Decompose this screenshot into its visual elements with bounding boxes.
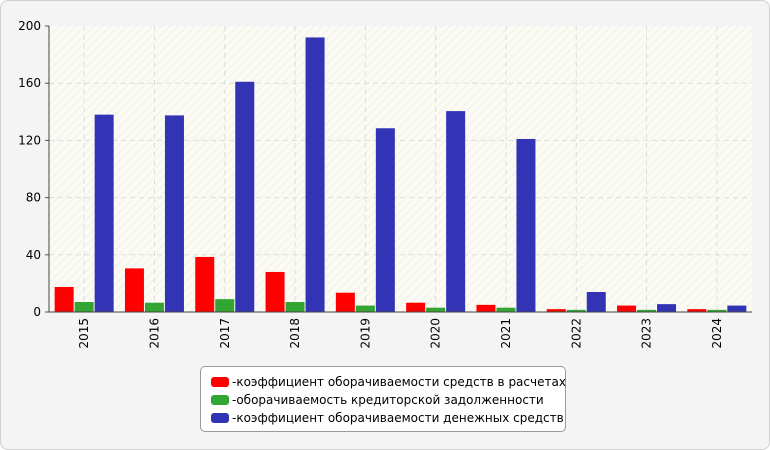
label-layer: 0 40 80 120 160 200 2015 2016 2017 2018 2019 2020 20… bbox=[18, 19, 724, 349]
x-tick-label: 2015 bbox=[77, 318, 91, 349]
bar-2023-series-2 bbox=[637, 309, 657, 312]
bar-2021-series-2 bbox=[496, 307, 516, 312]
legend-prefix: - bbox=[232, 411, 237, 425]
y-tick-label: 200 bbox=[18, 19, 41, 33]
y-tick-label: 80 bbox=[26, 191, 41, 205]
legend-swatch-receivables bbox=[211, 377, 229, 387]
bar-2023-series-1 bbox=[617, 305, 637, 312]
bar-2022-series-1 bbox=[546, 309, 566, 312]
x-tick-label: 2019 bbox=[358, 318, 372, 349]
bar-2017-series-2 bbox=[215, 299, 235, 312]
legend-item-payables: - оборачиваемость кредиторской задолженн… bbox=[211, 391, 555, 409]
bar-2019-series-1 bbox=[335, 292, 355, 312]
y-tick-label: 160 bbox=[18, 76, 41, 90]
bar-2021-series-3 bbox=[516, 138, 536, 312]
bar-layer bbox=[54, 37, 747, 313]
y-tick-label: 40 bbox=[26, 248, 41, 262]
bar-2020-series-2 bbox=[426, 307, 446, 312]
bar-2019-series-2 bbox=[355, 305, 375, 312]
bar-2015-series-3 bbox=[94, 114, 114, 312]
grid-layer bbox=[49, 26, 752, 312]
x-tick-label: 2018 bbox=[288, 318, 302, 349]
bar-2024-series-2 bbox=[707, 309, 727, 312]
y-tick-label: 0 bbox=[33, 305, 41, 319]
x-tick-label: 2016 bbox=[147, 318, 161, 349]
bar-2020-series-1 bbox=[406, 302, 426, 312]
bar-2017-series-3 bbox=[235, 81, 255, 313]
bar-2018-series-1 bbox=[265, 271, 285, 312]
legend-prefix: - bbox=[232, 393, 237, 407]
legend-swatch-payables bbox=[211, 395, 229, 405]
x-tick-label: 2022 bbox=[569, 318, 583, 349]
bar-2021-series-1 bbox=[476, 304, 496, 312]
legend-prefix: - bbox=[232, 375, 237, 389]
x-tick-label: 2020 bbox=[429, 318, 443, 349]
bar-2024-series-1 bbox=[687, 309, 707, 312]
x-tick-label: 2021 bbox=[499, 318, 513, 349]
bar-2019-series-3 bbox=[375, 128, 395, 312]
bar-2024-series-3 bbox=[727, 305, 747, 312]
bar-2018-series-2 bbox=[285, 301, 305, 312]
bar-2020-series-3 bbox=[446, 111, 466, 313]
bar-2017-series-1 bbox=[195, 256, 215, 312]
bar-2016-series-3 bbox=[164, 115, 184, 312]
legend-item-cash: - коэффициент оборачиваемости денежных с… bbox=[211, 409, 564, 427]
axis-layer bbox=[45, 25, 752, 313]
bar-2022-series-2 bbox=[566, 309, 586, 312]
legend: - коэффициент оборачиваемости средств в … bbox=[200, 366, 566, 432]
bar-2018-series-3 bbox=[305, 37, 325, 312]
x-tick-label: 2023 bbox=[640, 318, 654, 349]
legend-label-receivables: коэффициент оборачиваемости средств в ра… bbox=[236, 375, 566, 389]
y-tick-label: 120 bbox=[18, 133, 41, 147]
x-tick-label: 2017 bbox=[218, 318, 232, 349]
bar-2022-series-3 bbox=[586, 291, 606, 312]
bar-2015-series-2 bbox=[74, 301, 94, 312]
bar-2015-series-1 bbox=[54, 286, 74, 312]
legend-label-payables: оборачиваемость кредиторской задолженнос… bbox=[236, 393, 544, 407]
legend-swatch-cash bbox=[211, 413, 229, 423]
legend-label-cash: коэффициент оборачиваемости денежных сре… bbox=[236, 411, 564, 425]
legend-item-receivables: - коэффициент оборачиваемости средств в … bbox=[211, 373, 566, 391]
bar-2016-series-2 bbox=[144, 302, 164, 312]
x-tick-label: 2024 bbox=[710, 318, 724, 349]
bar-2023-series-3 bbox=[657, 304, 677, 312]
bar-2016-series-1 bbox=[124, 268, 144, 312]
